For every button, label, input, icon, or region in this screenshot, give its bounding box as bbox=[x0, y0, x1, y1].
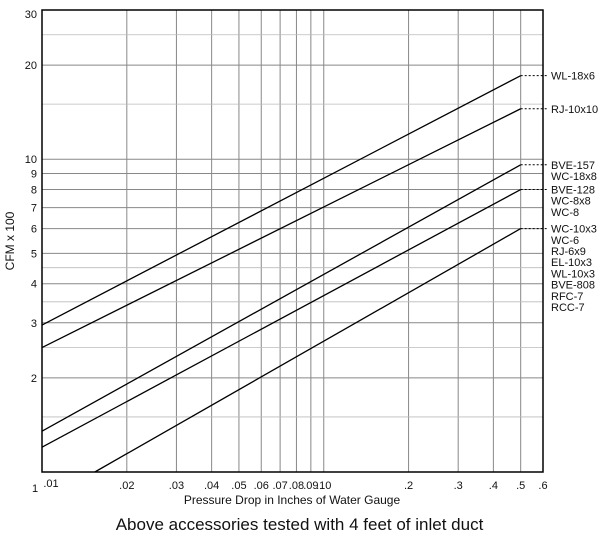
y-tick-label: 5 bbox=[31, 248, 37, 260]
x-tick-label: 1 bbox=[32, 483, 38, 495]
y-tick-label: 6 bbox=[31, 224, 37, 236]
x-tick-label: .4 bbox=[489, 480, 498, 492]
y-tick-label: 7 bbox=[31, 203, 37, 215]
x-tick-label: .04 bbox=[204, 480, 219, 492]
chart-footnote: Above accessories tested with 4 feet of … bbox=[115, 515, 484, 534]
series-label: BVE-128 bbox=[551, 185, 595, 197]
series-label: WL-10x3 bbox=[551, 268, 595, 280]
x-tick-label: .08 bbox=[289, 480, 304, 492]
series-lines bbox=[41, 75, 522, 473]
gridlines bbox=[42, 10, 543, 472]
series-label: WC-6 bbox=[551, 235, 579, 247]
x-tick-label: .2 bbox=[404, 480, 413, 492]
x-tick-label: .10 bbox=[316, 480, 331, 492]
x-tick-label: .09 bbox=[303, 480, 318, 492]
series-label: BVE-157 bbox=[551, 160, 595, 172]
x-tick-labels: 1 .01 .02 .03 .04 .05 .06.07.08.09.10 .2 .3 .4 .5.… bbox=[32, 478, 548, 495]
series-label: WC-8 bbox=[551, 207, 579, 219]
y-tick-label: 3 bbox=[31, 318, 37, 330]
series-label: RCC-7 bbox=[551, 302, 585, 314]
series-leader-lines bbox=[520, 75, 548, 230]
x-tick-label: .02 bbox=[119, 480, 134, 492]
x-tick-label: .6 bbox=[538, 480, 547, 492]
y-tick-labels: 2 3 4 5 6 7 8 9 10 20 30 bbox=[25, 9, 37, 385]
y-axis-title: CFM x 100 bbox=[3, 211, 17, 270]
plot-frame bbox=[41, 9, 544, 473]
y-tick-label: 8 bbox=[31, 185, 37, 197]
series-line bbox=[41, 75, 521, 326]
y-tick-label: 2 bbox=[31, 373, 37, 385]
x-tick-label: .07 bbox=[272, 480, 287, 492]
series-label: WC-8x8 bbox=[551, 196, 591, 208]
x-tick-label: .5 bbox=[516, 480, 525, 492]
series-label: EL-10x3 bbox=[551, 257, 592, 269]
series-label: RJ-10x10 bbox=[551, 104, 598, 116]
series-label: WC-10x3 bbox=[551, 224, 597, 236]
series-line bbox=[41, 188, 521, 448]
series-label: RJ-6x9 bbox=[551, 246, 586, 258]
y-tick-label: 30 bbox=[25, 9, 37, 21]
y-tick-label: 4 bbox=[31, 279, 37, 291]
series-line bbox=[94, 228, 522, 473]
x-axis-title: Pressure Drop in Inches of Water Gauge bbox=[184, 493, 401, 507]
y-tick-label: 10 bbox=[25, 154, 37, 166]
series-label: RFC-7 bbox=[551, 291, 583, 303]
series-label: WL-18x6 bbox=[551, 71, 595, 83]
x-tick-label: .01 bbox=[43, 478, 58, 490]
x-tick-label: .03 bbox=[169, 480, 184, 492]
y-tick-label: 20 bbox=[25, 60, 37, 72]
series-label: BVE-808 bbox=[551, 280, 595, 292]
x-tick-label: .06 bbox=[254, 480, 269, 492]
series-line bbox=[41, 108, 521, 349]
y-tick-label: 9 bbox=[31, 169, 37, 181]
series-label: WC-18x8 bbox=[551, 171, 597, 183]
x-tick-label: .05 bbox=[231, 480, 246, 492]
series-labels: WL-18x6RJ-10x10BVE-157WC-18x8BVE-128WC-8… bbox=[551, 71, 598, 314]
series-line bbox=[41, 164, 522, 432]
x-tick-label: .3 bbox=[454, 480, 463, 492]
